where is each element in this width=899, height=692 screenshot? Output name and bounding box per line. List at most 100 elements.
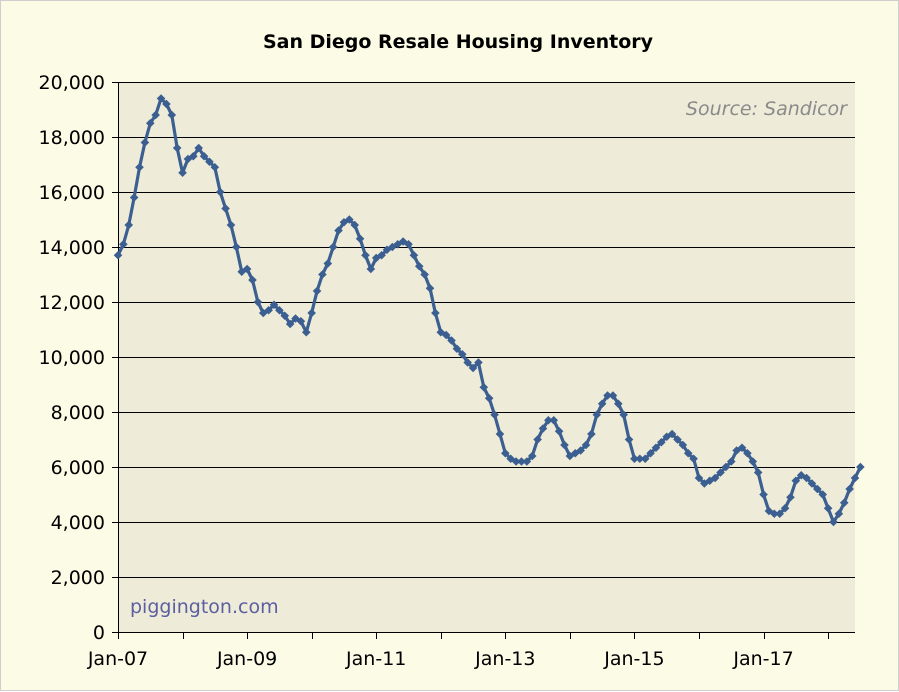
- data-point-marker: [517, 457, 526, 466]
- data-point-marker: [479, 382, 489, 392]
- x-tick-label: Jan-13: [474, 648, 535, 670]
- y-tick-label: 14,000: [39, 237, 105, 259]
- data-point-marker: [770, 509, 779, 519]
- data-point-marker: [425, 283, 435, 293]
- data-point-marker: [780, 503, 790, 513]
- gridlines: [118, 82, 855, 578]
- data-point-marker: [355, 234, 365, 244]
- data-point-marker: [657, 437, 666, 447]
- y-tick-label: 10,000: [39, 347, 105, 369]
- x-tick-label: Jan-09: [216, 648, 277, 670]
- data-point-marker: [307, 308, 316, 318]
- data-point-marker: [829, 517, 838, 527]
- data-point-marker: [447, 336, 456, 345]
- data-point-marker: [156, 94, 166, 103]
- data-point-marker: [334, 226, 343, 235]
- data-point-marker: [716, 468, 725, 477]
- data-point-marker: [393, 239, 403, 249]
- data-point-marker: [689, 454, 698, 464]
- data-point-marker: [377, 250, 386, 260]
- data-point-marker: [253, 297, 263, 307]
- data-point-marker: [533, 435, 542, 444]
- data-point-marker: [495, 429, 505, 439]
- data-point-marker: [167, 110, 177, 120]
- data-point-marker: [285, 319, 295, 329]
- data-point-marker: [189, 151, 198, 161]
- data-point-marker: [129, 193, 139, 202]
- data-point-marker: [194, 143, 203, 153]
- data-point-marker: [694, 473, 704, 483]
- data-point-marker: [597, 399, 607, 409]
- data-point-marker: [786, 492, 795, 502]
- data-point-marker: [603, 391, 612, 400]
- data-point-marker: [490, 410, 499, 420]
- data-point-marker: [296, 316, 306, 326]
- data-point-marker: [124, 220, 134, 230]
- data-point-marker: [700, 479, 709, 488]
- data-point-marker: [775, 509, 784, 519]
- data-point-marker: [565, 451, 575, 461]
- y-tick-label: 4,000: [51, 512, 105, 534]
- data-point-marker: [414, 261, 424, 271]
- data-point-marker: [823, 503, 833, 513]
- y-tick-label: 6,000: [51, 457, 105, 479]
- data-point-marker: [242, 264, 252, 274]
- x-tick-label: Jan-15: [603, 648, 664, 670]
- y-tick-label: 16,000: [39, 182, 105, 204]
- data-point-marker: [312, 286, 322, 296]
- data-point-marker: [667, 429, 677, 439]
- data-point-marker: [651, 443, 661, 453]
- data-point-marker: [323, 259, 333, 268]
- data-point-marker: [280, 311, 290, 321]
- data-point-marker: [527, 451, 537, 461]
- data-point-marker: [210, 162, 220, 172]
- data-point-marker: [366, 264, 376, 274]
- y-tick-label: 18,000: [39, 127, 105, 149]
- data-point-marker: [705, 476, 715, 486]
- data-point-marker: [646, 448, 655, 458]
- data-point-marker: [145, 118, 155, 128]
- source-annotation: Source: Sandicor: [686, 98, 848, 120]
- data-point-marker: [113, 250, 123, 260]
- data-point-marker: [807, 479, 817, 488]
- y-tick-label: 12,000: [39, 292, 105, 314]
- data-point-marker: [140, 138, 150, 147]
- data-point-marker: [404, 239, 413, 249]
- data-point-marker: [151, 110, 160, 120]
- x-tick-label: Jan-07: [87, 648, 148, 670]
- x-tick-label: Jan-11: [345, 648, 406, 670]
- y-tick-label: 20,000: [39, 72, 105, 94]
- data-point-marker: [178, 168, 187, 178]
- data-point-marker: [549, 415, 559, 425]
- data-point-marker: [726, 457, 736, 466]
- data-point-marker: [409, 250, 419, 260]
- data-point-marker: [468, 363, 478, 373]
- data-point-marker: [581, 440, 591, 450]
- data-point-marker: [226, 220, 236, 230]
- data-point-marker: [501, 448, 510, 458]
- data-point-marker: [614, 399, 623, 409]
- data-point-marker: [441, 330, 451, 340]
- data-point-marker: [834, 509, 844, 519]
- data-point-marker: [683, 448, 693, 458]
- data-point-marker: [199, 151, 209, 161]
- data-point-marker: [215, 187, 225, 197]
- data-point-marker: [813, 484, 822, 494]
- data-point-marker: [759, 490, 768, 499]
- y-tick-label: 2,000: [51, 567, 105, 589]
- data-point-marker: [361, 250, 370, 260]
- data-point-marker: [538, 424, 548, 433]
- data-point-marker: [135, 162, 144, 172]
- data-point-marker: [721, 462, 731, 472]
- axes: [112, 82, 855, 639]
- watermark-annotation: piggington.com: [130, 596, 279, 618]
- data-point-marker: [221, 204, 230, 213]
- data-point-marker: [511, 457, 521, 466]
- data-point-marker: [802, 473, 811, 483]
- data-point-marker: [463, 358, 472, 367]
- data-point-marker: [737, 443, 747, 453]
- data-point-marker: [269, 300, 279, 310]
- data-point-marker: [630, 454, 639, 464]
- tick-labels: 0 2,000 4,000 6,000 8,000 10,000 12,000 14,000 1…: [39, 72, 794, 670]
